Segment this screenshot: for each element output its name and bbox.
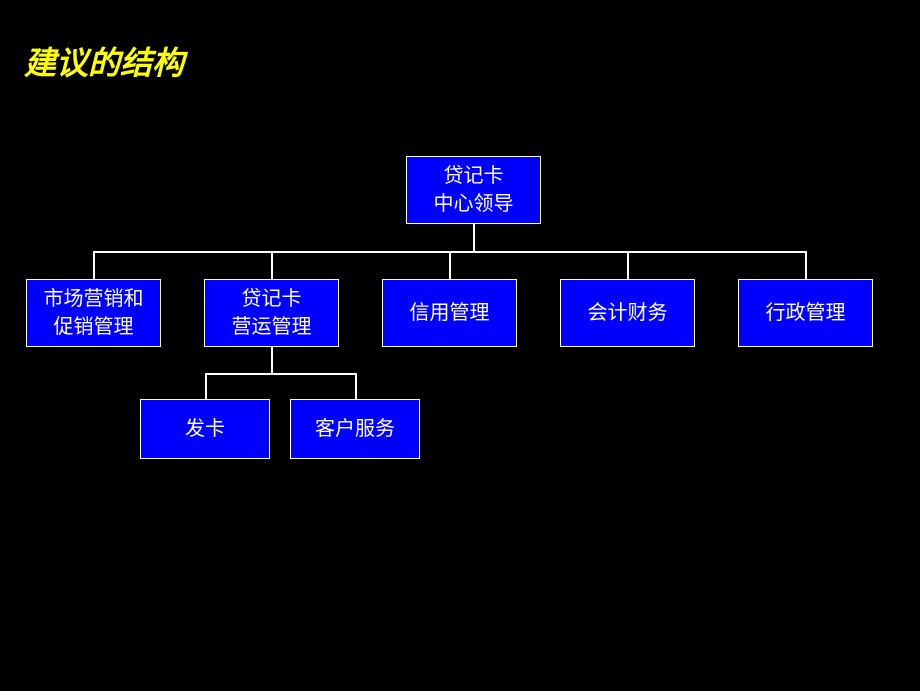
connector-line <box>627 251 629 279</box>
connector-line <box>805 251 807 279</box>
org-node-marketing: 市场营销和 促销管理 <box>26 279 161 347</box>
org-node-customer-service: 客户服务 <box>290 399 420 459</box>
connector-line <box>205 373 356 375</box>
connector-line <box>271 251 273 279</box>
org-node-admin: 行政管理 <box>738 279 873 347</box>
org-node-accounting: 会计财务 <box>560 279 695 347</box>
connector-line <box>93 251 95 279</box>
connector-line <box>449 251 451 279</box>
org-node-root: 贷记卡 中心领导 <box>406 156 541 224</box>
page-title: 建议的结构 <box>24 38 184 84</box>
connector-line <box>205 373 207 399</box>
connector-line <box>473 224 475 251</box>
connector-line <box>355 373 357 399</box>
connector-line <box>271 347 273 373</box>
org-node-operations: 贷记卡 营运管理 <box>204 279 339 347</box>
org-node-credit: 信用管理 <box>382 279 517 347</box>
org-node-issuing: 发卡 <box>140 399 270 459</box>
